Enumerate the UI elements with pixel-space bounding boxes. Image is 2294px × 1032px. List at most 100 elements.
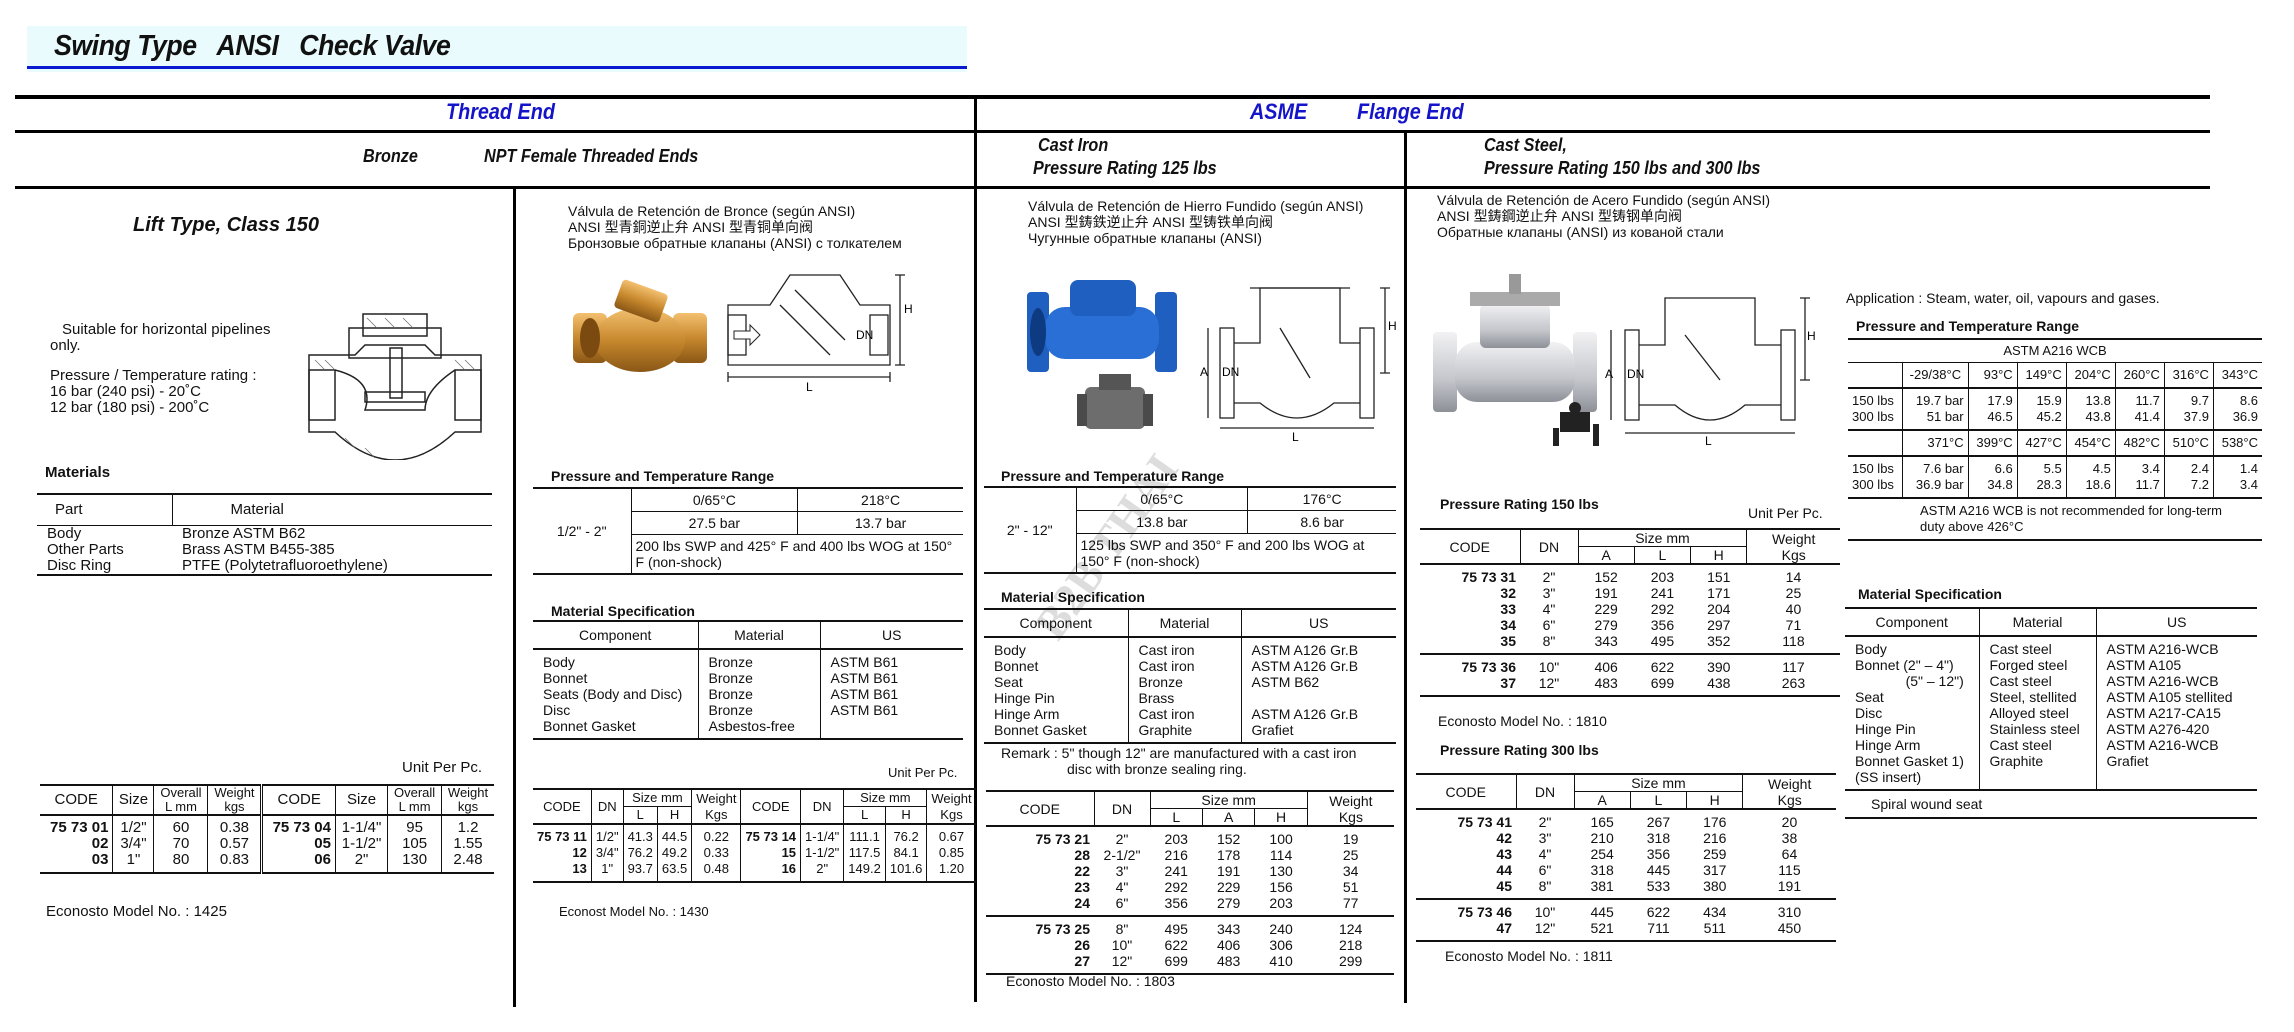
table-cell: Body [994, 642, 1026, 658]
table-cell: 318 [1646, 830, 1671, 846]
table-cell: 4.5 [2065, 456, 2116, 477]
table-cell [1978, 769, 2096, 790]
table-cell: 229 [1594, 601, 1618, 617]
table-cell: 10" [1538, 659, 1560, 675]
table-cell: Bonnet [543, 670, 588, 686]
table-cell: 1/2" [112, 815, 154, 836]
table-cell: 23 [1074, 879, 1090, 895]
table-cell: 75 73 31 [1461, 569, 1517, 585]
table-row: 37 12" 483 699 438 263 [1420, 675, 1840, 696]
table-row: 75 73 11 1/2" 41.3 44.5 0.22 75 73 14 1-1/4" 11… [533, 824, 976, 845]
table-cell: 75 73 04 [261, 815, 336, 836]
table-cell: 60 [153, 815, 208, 836]
col-header: L [1633, 546, 1691, 565]
table-cell: Seat [1855, 689, 1884, 705]
divider [15, 95, 2210, 99]
table-cell: 203 [1650, 569, 1675, 585]
table-cell: 279 [1216, 895, 1241, 911]
col-header: Weight [1329, 792, 1373, 809]
table-cell: Bonnet Gasket [543, 718, 636, 734]
table-row: 44 6" 318 445 317 115 [1416, 862, 1836, 878]
table-cell: 2-1/2" [1103, 847, 1141, 863]
table-cell [1848, 430, 1903, 456]
temp-1: 0/65°C [1075, 486, 1249, 511]
table-cell: 1.55 [441, 836, 494, 852]
col-header: Size mm [1573, 774, 1743, 792]
cast-iron-ms-table: Component Material US Body Cast iron ASTM A1… [984, 608, 1396, 744]
table-row: 43 4" 254 356 259 64 [1416, 846, 1836, 862]
table-row: Bonnet Bronze ASTM B61 [533, 670, 963, 686]
table-cell: 28 [1074, 847, 1090, 863]
table-cell: 380 [1703, 878, 1727, 894]
table-row: (SS insert) [1845, 769, 2257, 790]
table-cell: 8" [1115, 921, 1129, 937]
table-cell: 42 [1496, 830, 1512, 846]
cs-ms-table: Component Material US Body Cast steel ASTM A… [1845, 607, 2257, 819]
pt-note: ASTM A216 WCB is not recommended for lon… [1920, 503, 2223, 518]
table-cell: 28.3 [2016, 477, 2067, 498]
table-cell: 12" [1538, 675, 1560, 691]
table-cell: 1.4 [2212, 456, 2262, 477]
table-cell: 203 [1164, 831, 1188, 847]
lift-materials-table: Part Material Body Bronze ASTM B62 Other P… [37, 493, 492, 576]
table-cell: 75 73 11 [537, 829, 587, 844]
table-cell: 191 [1777, 878, 1802, 894]
col-header: CODE [740, 789, 801, 825]
section-flange-end: Flange End [1357, 99, 1464, 124]
subheader-npt: NPT Female Threaded Ends [484, 146, 699, 166]
table-cell: 75 73 36 [1461, 659, 1517, 675]
col-header: Size mm [843, 789, 927, 807]
col-header: CODE [533, 789, 592, 825]
table-cell: 117.5 [843, 845, 886, 861]
table-cell: ASTM B61 [819, 670, 963, 686]
col-header: Weight [696, 790, 737, 806]
table-row: Seat Bronze ASTM B62 [984, 674, 1396, 690]
cs-pt-heading: Pressure and Temperature Range [1856, 318, 2080, 334]
table-cell: Brass [1127, 690, 1241, 706]
dim-label-a: A [1200, 365, 1208, 379]
table-cell: 1" [590, 861, 624, 882]
table-row: 23 4" 292 229 156 51 [986, 879, 1394, 895]
table-cell: 11.7 [2114, 388, 2165, 409]
table-cell: 8" [1542, 633, 1556, 649]
table-row: 13 1" 93.7 63.5 0.48 16 2" 149.2 101.6 1.20 [533, 861, 976, 882]
table-cell: Grafiet [2095, 753, 2257, 769]
table-cell: 105 [387, 836, 442, 852]
size-range: 2" - 12" [984, 486, 1077, 574]
table-row: Body Cast iron ASTM A126 Gr.B [984, 637, 1396, 658]
table-cell: Stainless steel [1978, 721, 2096, 737]
cast-steel-valve-photo [1433, 274, 1599, 446]
table-cell: 49.2 [656, 845, 692, 861]
table-cell: 316°C [2163, 362, 2214, 388]
table-cell: 77 [1342, 895, 1359, 911]
table-cell: Steel, stellited [1978, 689, 2096, 705]
col-header: Material [1978, 608, 2096, 637]
table-cell: Other Parts [47, 541, 124, 558]
col-header: Weight [447, 785, 489, 800]
col-header: US [1240, 609, 1396, 638]
table-cell: 1.20 [926, 861, 976, 882]
name-line: ANSI 型青銅逆止弁 ANSI 型青铜单向阀 [568, 219, 814, 235]
section-thread-end: Thread End [446, 99, 555, 124]
table-cell: 3.4 [2114, 456, 2165, 477]
table-cell: 75 73 41 [1457, 814, 1513, 830]
table-cell: 12" [1534, 920, 1556, 936]
table-row: 75 73 25 8" 495 343 240 124 [986, 916, 1394, 937]
name-line: Válvula de Retención de Acero Fundido (s… [1437, 192, 1771, 208]
table-row: Bonnet Cast iron ASTM A126 Gr.B [984, 658, 1396, 674]
table-cell: 8" [1538, 878, 1552, 894]
col-header: CODE [40, 785, 113, 816]
bronze-valve-photo [573, 279, 707, 372]
table-cell: Hinge Arm [994, 706, 1060, 722]
table-cell: Cast steel [1978, 636, 2096, 657]
table-row: Bonnet (2" – 4") Forged steel ASTM A105 [1845, 657, 2257, 673]
table-cell: Body [1855, 641, 1887, 657]
table-cell: 241 [1650, 585, 1675, 601]
table-cell: 51 bar [1902, 409, 1969, 430]
table-cell: 93°C [1967, 362, 2018, 388]
table-row: Disc Bronze ASTM B61 [533, 702, 963, 718]
table-cell: 495 [1164, 921, 1188, 937]
table-cell: 152 [1594, 569, 1618, 585]
